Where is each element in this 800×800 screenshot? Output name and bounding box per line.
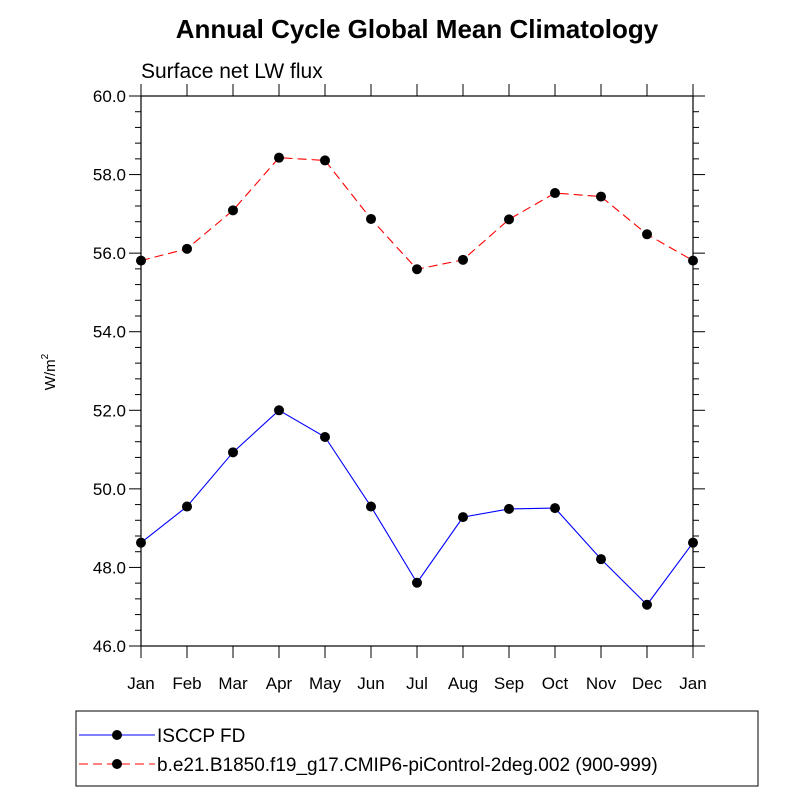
x-tick-label: Mar xyxy=(218,674,248,693)
data-point xyxy=(504,214,514,225)
x-tick-label: Nov xyxy=(586,674,617,693)
y-tick-label: 52.0 xyxy=(93,401,126,420)
data-point xyxy=(642,599,652,610)
data-point xyxy=(274,152,284,163)
x-tick-label: Jan xyxy=(679,674,706,693)
data-point xyxy=(136,255,146,266)
data-point xyxy=(366,501,376,512)
legend-box xyxy=(75,710,759,787)
data-point xyxy=(458,254,468,265)
y-tick-label: 48.0 xyxy=(93,558,126,577)
legend: ISCCP FD b.e21.B1850.f19_g17.CMIP6-piCont… xyxy=(79,726,658,776)
y-tick-label: 50.0 xyxy=(93,480,126,499)
plot-frame xyxy=(140,95,694,647)
series-line-1 xyxy=(140,157,694,270)
x-tick-label: Apr xyxy=(266,674,293,693)
data-point xyxy=(596,554,606,565)
legend-marker xyxy=(112,759,122,769)
data-point xyxy=(458,512,468,523)
y-tick-label: 56.0 xyxy=(93,244,126,263)
data-point xyxy=(274,405,284,416)
y-tick-label: 60.0 xyxy=(93,87,126,106)
data-point xyxy=(136,537,146,548)
x-tick-label: Dec xyxy=(632,674,663,693)
data-point xyxy=(596,191,606,202)
chart-title: Annual Cycle Global Mean Climatology xyxy=(176,14,659,44)
x-tick-label: Jan xyxy=(127,674,154,693)
y-axis-label: W/m2 xyxy=(40,353,59,390)
x-tick-label: Jul xyxy=(406,674,428,693)
legend-label: ISCCP FD xyxy=(157,726,245,747)
data-point xyxy=(182,243,192,254)
data-point xyxy=(412,577,422,588)
series-line-0 xyxy=(140,409,694,606)
legend-label: b.e21.B1850.f19_g17.CMIP6-piControl-2deg… xyxy=(157,755,658,776)
data-point xyxy=(642,229,652,240)
y-axis-label-unit: W/m xyxy=(42,359,59,390)
plot-area: 46.0 48.0 50.0 52.0 54.0 56.0 58.0 60.0 Jan Feb Ma… xyxy=(93,84,707,693)
data-point xyxy=(550,188,560,199)
y-tick-label: 54.0 xyxy=(93,323,126,342)
x-tick-label: May xyxy=(309,674,342,693)
y-axis-label-superscript: 2 xyxy=(40,353,51,359)
data-point xyxy=(504,503,514,514)
x-tick-label: Oct xyxy=(542,674,569,693)
legend-marker xyxy=(112,730,122,740)
x-tick-label: Sep xyxy=(494,674,524,693)
data-point xyxy=(688,537,698,548)
data-point xyxy=(320,155,330,166)
data-point xyxy=(320,432,330,442)
data-point xyxy=(412,264,422,275)
x-tick-label: Jun xyxy=(357,674,384,693)
x-tick-label: Aug xyxy=(448,674,478,693)
data-point xyxy=(366,213,376,224)
chart-subtitle: Surface net LW flux xyxy=(141,60,323,83)
data-point xyxy=(228,447,238,458)
y-tick-label: 46.0 xyxy=(93,637,126,656)
y-tick-label: 58.0 xyxy=(93,166,126,185)
data-point xyxy=(688,255,698,266)
data-point xyxy=(182,501,192,512)
data-point xyxy=(228,205,238,216)
x-tick-label: Feb xyxy=(172,674,201,693)
data-point xyxy=(550,503,560,514)
